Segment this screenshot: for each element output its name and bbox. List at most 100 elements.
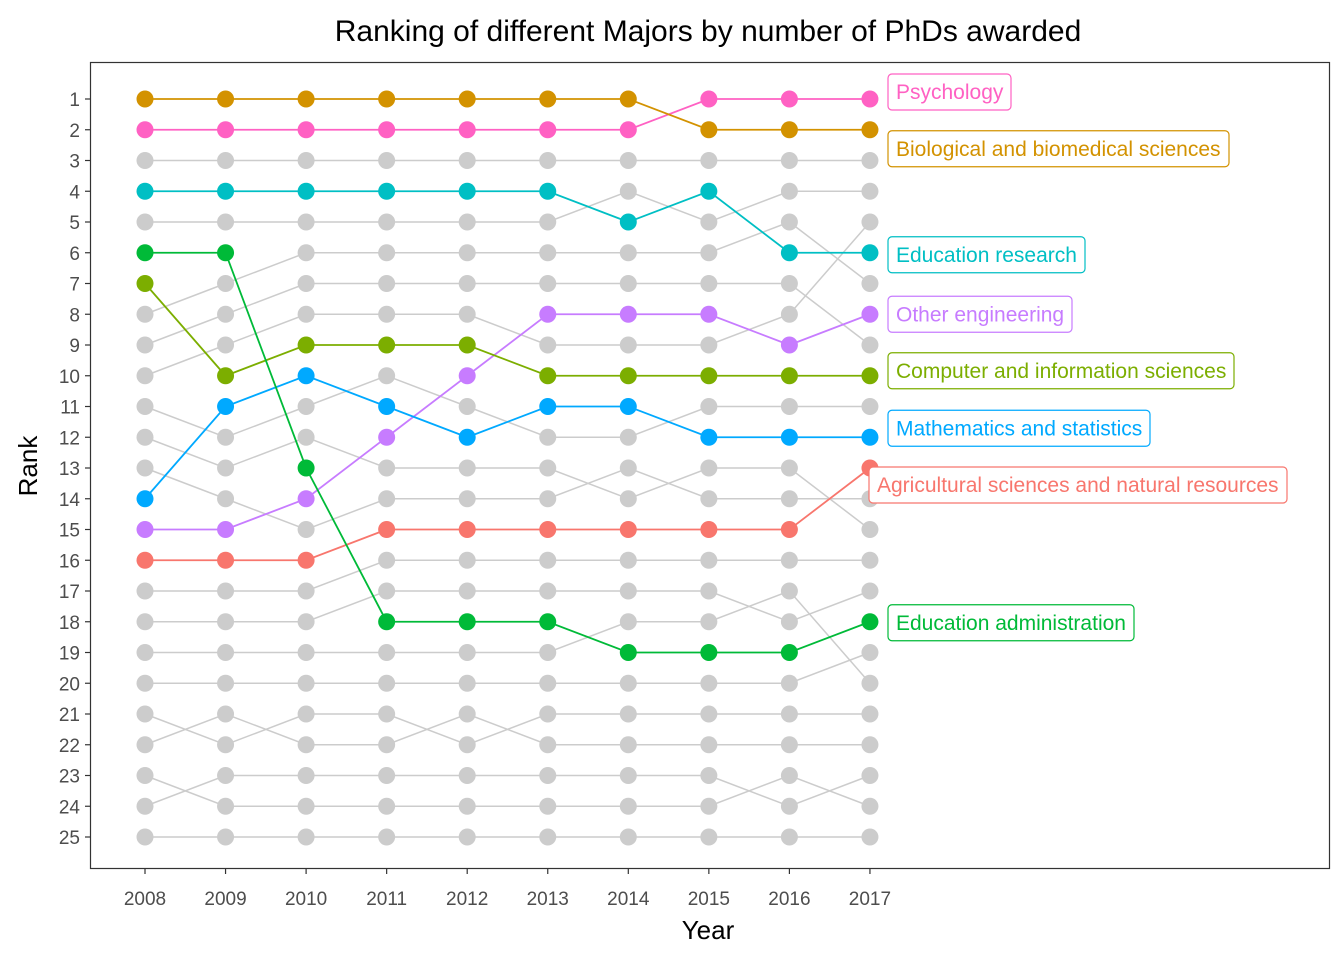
- education-research-point: [861, 244, 879, 262]
- y-tick-label: 12: [59, 428, 80, 449]
- other-engineering-point: [378, 428, 396, 446]
- background-series-point: [297, 521, 315, 538]
- background-series-point: [297, 828, 315, 846]
- background-series-point: [780, 797, 798, 815]
- background-series-point: [861, 736, 879, 754]
- computer-and-information-sciences-point: [458, 336, 476, 354]
- background-series-point: [136, 644, 154, 661]
- computer-and-information-sciences-point: [861, 367, 879, 385]
- mathematics-and-statistics-point: [539, 398, 557, 415]
- education-research-point: [297, 182, 315, 200]
- background-series-point: [780, 613, 798, 631]
- y-tick-label: 21: [59, 705, 80, 726]
- psychology-point: [458, 121, 476, 139]
- background-series-point: [861, 828, 879, 846]
- background-series-point: [619, 428, 637, 446]
- background-series-point: [297, 305, 315, 323]
- background-series-point: [136, 152, 154, 169]
- mathematics-and-statistics-point: [378, 398, 396, 415]
- background-series-point: [378, 582, 396, 600]
- background-series-point: [700, 828, 718, 846]
- background-series-point: [700, 797, 718, 815]
- background-series-point: [136, 736, 154, 754]
- y-tick-label: 18: [59, 613, 80, 634]
- computer-and-information-sciences-point: [378, 336, 396, 354]
- education-administration-point: [780, 644, 798, 661]
- mathematics-and-statistics-point: [297, 367, 315, 385]
- education-research-label-text: Education research: [896, 244, 1077, 267]
- background-series-point: [297, 705, 315, 723]
- psychology-point: [780, 90, 798, 108]
- background-series-point: [378, 367, 396, 385]
- background-series-point: [136, 797, 154, 815]
- biological-and-biomedical-sciences-point: [297, 90, 315, 108]
- background-series-point: [539, 797, 557, 815]
- background-series-point: [217, 767, 235, 784]
- background-series-point: [539, 644, 557, 661]
- background-series-point: [861, 705, 879, 723]
- background-series-point: [458, 305, 476, 323]
- background-series-point: [539, 428, 557, 446]
- background-series-point: [780, 152, 798, 169]
- background-series-point: [619, 275, 637, 292]
- background-series-point: [861, 275, 879, 292]
- background-series-point: [297, 244, 315, 262]
- psychology-point: [297, 121, 315, 139]
- series-labels: Psychology Biological and biomedical scie…: [868, 73, 1288, 642]
- background-series-point: [458, 705, 476, 723]
- background-series-point: [539, 705, 557, 723]
- background-series-point: [861, 582, 879, 600]
- education-research-line: [145, 190, 870, 254]
- background-series-point: [297, 736, 315, 754]
- background-series-point: [217, 428, 235, 446]
- background-series-point: [136, 398, 154, 415]
- background-series-point: [458, 275, 476, 292]
- mathematics-and-statistics-label: Mathematics and statistics: [887, 409, 1151, 447]
- background-series-point: [458, 797, 476, 815]
- education-research-point: [539, 182, 557, 200]
- education-administration-point: [297, 459, 315, 477]
- computer-and-information-sciences-point: [700, 367, 718, 385]
- psychology-point: [136, 121, 154, 139]
- background-series-point: [700, 613, 718, 631]
- y-axis-ticks: 1234567891011121314151617181920212223242…: [59, 90, 90, 849]
- background-series-point: [217, 336, 235, 354]
- background-series-point: [297, 275, 315, 292]
- background-series-point: [297, 213, 315, 231]
- biological-and-biomedical-sciences-point: [136, 90, 154, 108]
- mathematics-and-statistics-point: [458, 428, 476, 446]
- computer-and-information-sciences-point: [297, 336, 315, 354]
- other-engineering-label: Other engineering: [887, 295, 1073, 333]
- background-series-point: [539, 459, 557, 477]
- background-series-point: [780, 767, 798, 784]
- mathematics-and-statistics-label-text: Mathematics and statistics: [896, 417, 1142, 440]
- background-series-line: [145, 559, 870, 592]
- background-series-point: [619, 551, 637, 569]
- agricultural-sciences-and-natural-resources-point: [539, 521, 557, 538]
- agricultural-sciences-and-natural-resources-point: [378, 521, 396, 538]
- education-administration-point: [619, 644, 637, 661]
- y-tick-label: 2: [69, 121, 80, 142]
- mathematics-and-statistics-point: [700, 428, 718, 446]
- background-series-point: [861, 521, 879, 538]
- education-administration-line: [145, 251, 871, 654]
- background-series-point: [780, 305, 798, 323]
- background-series-point: [136, 336, 154, 354]
- education-administration-label-box: [887, 604, 1135, 642]
- x-tick-label: 2016: [768, 889, 810, 910]
- biological-and-biomedical-sciences-point: [539, 90, 557, 108]
- education-research-label-box: [887, 236, 1086, 274]
- biological-and-biomedical-sciences-point: [378, 90, 396, 108]
- other-engineering-point: [700, 305, 718, 323]
- background-series-point: [217, 213, 235, 231]
- background-series-point: [780, 582, 798, 600]
- background-series-point: [458, 551, 476, 569]
- background-series-point: [136, 674, 154, 692]
- background-series-line: [144, 436, 871, 531]
- mathematics-and-statistics-point: [619, 398, 637, 415]
- x-tick-label: 2014: [607, 889, 650, 910]
- psychology-point: [217, 121, 235, 139]
- psychology-point: [700, 90, 718, 108]
- background-series-point: [378, 767, 396, 784]
